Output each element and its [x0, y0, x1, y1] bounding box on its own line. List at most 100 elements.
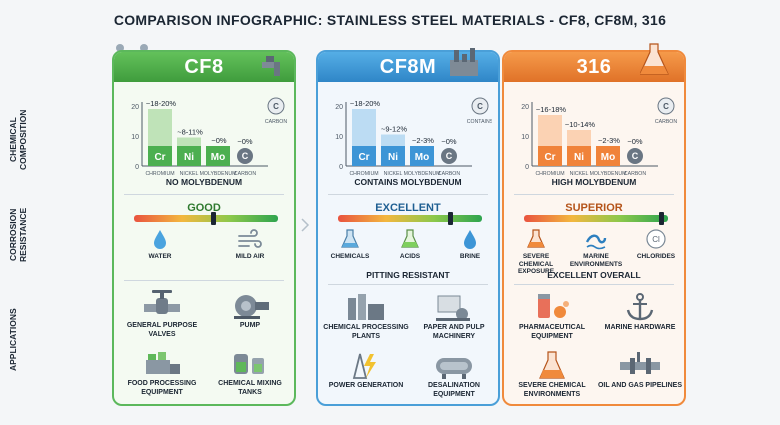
faucet-icon [262, 56, 280, 76]
value-label: ~18-20% [146, 99, 177, 108]
condition-label: CHLORIDES [636, 253, 676, 260]
category-label: NICKEL [384, 171, 403, 177]
condition-label: BRINE [459, 253, 481, 260]
chloride-icon: Cl [646, 229, 666, 249]
y-tick-label: 20 [521, 104, 529, 111]
element-tile-cr [352, 146, 376, 166]
element-tile-cr [148, 146, 172, 166]
category-label: CHROMIUM [535, 171, 564, 177]
material-panel-cf8: CF8 0 10 20 Cr ~18-20% CHROMIUM Ni ~8-11% NICKEL… [112, 50, 296, 406]
resistance-scale [524, 215, 668, 222]
acid-flask-icon [401, 229, 419, 248]
category-label: NICKEL [180, 171, 199, 177]
applications-list: GENERAL PURPOSE VALVES PUMP FOOD PROCESS… [114, 284, 294, 404]
corner-element-icon [657, 97, 675, 115]
composition-chart: 0 10 20 Cr ~18-20% CHROMIUM Ni ~9-12% NICKEL Mo ~2… [335, 97, 492, 177]
carbon-icon [237, 148, 253, 164]
category-label: CHROMIUM [145, 171, 174, 177]
element-tile-ni [567, 146, 591, 166]
row-label-corrosion: CORROSION RESISTANCE [8, 207, 28, 263]
brine-drop-icon [464, 230, 476, 249]
category-label: MOLYBDENUM [200, 171, 237, 177]
pump-icon [234, 295, 269, 319]
paper-machinery-icon [436, 295, 470, 321]
divider [124, 280, 284, 281]
resistance-note: EXCELLENT OVERALL [547, 270, 641, 280]
corner-element-icon [471, 97, 489, 115]
element-symbol: Ni [574, 152, 584, 163]
chemical-plant-icon [348, 294, 384, 320]
material-panel-cf8m: CF8M 0 10 20 Cr ~18-20% CHROMIUM Ni ~9-12% NICKE… [316, 50, 500, 406]
application-item: CHEMICAL PROCESSING PLANTS [322, 292, 410, 341]
y-tick-label: 0 [339, 164, 343, 171]
condition-item: WATER [132, 228, 188, 261]
element-symbol: Ni [184, 152, 194, 163]
category-label: MOLYBDENUM [590, 171, 627, 177]
condition-label: MARINE ENVIRONMENTS [569, 253, 623, 268]
condition-item: BRINE [442, 228, 498, 261]
category-label: MOLYBDENUM [404, 171, 441, 177]
value-label: ~18-20% [350, 99, 381, 108]
category-label: CHROMIUM [349, 171, 378, 177]
divider [124, 194, 284, 195]
condition-label: CHEMICALS [330, 253, 370, 260]
condition-label: MILD AIR [235, 253, 265, 260]
condition-label: WATER [148, 253, 172, 260]
valve-icon [144, 290, 180, 314]
condition-list: CHEMICALS ACIDS BRINE [318, 228, 498, 274]
condition-item: CHEMICALS [322, 228, 378, 261]
condition-label: SEVERE CHEMICAL EXPOSURE [517, 253, 555, 275]
resistance-label: SUPERIOR [565, 202, 623, 214]
composition-note: HIGH MOLYBDENUM [551, 177, 637, 187]
wind-icon [238, 229, 262, 248]
flask-icon [341, 229, 359, 248]
condition-item: MARINE ENVIRONMENTS [568, 228, 624, 268]
element-tile-mo [410, 146, 434, 166]
condition-list: WATER MILD AIR [114, 228, 294, 274]
food-processing-icon [146, 352, 180, 374]
condition-item: Cl CHLORIDES [628, 228, 684, 261]
corner-element-label: CARBON [655, 119, 677, 125]
application-label: FOOD PROCESSING EQUIPMENT [127, 380, 197, 396]
resistance-scale [338, 215, 482, 222]
condition-item: MILD AIR [222, 228, 278, 261]
flask-icon [539, 351, 565, 379]
element-tile-ni [381, 146, 405, 166]
application-item: SEVERE CHEMICAL ENVIRONMENTS [508, 350, 596, 399]
application-item: GENERAL PURPOSE VALVES [118, 290, 206, 339]
element-symbol: Cr [358, 152, 369, 163]
row-label-composition: CHEMICAL COMPOSITION [8, 109, 28, 171]
corner-element-icon [267, 97, 285, 115]
wave-icon [585, 234, 607, 250]
application-item: FOOD PROCESSING EQUIPMENT [118, 348, 206, 397]
carbon-icon [441, 148, 457, 164]
application-item: OIL AND GAS PIPELINES [596, 350, 684, 391]
composition-chart: 0 10 20 Cr ~16-18% CHROMIUM Ni ~10-14% NICKEL Mo ~… [521, 97, 677, 177]
divider [328, 284, 488, 285]
element-tile-cr [538, 146, 562, 166]
desalination-icon [436, 358, 472, 379]
corner-element-symbol: C [273, 102, 279, 111]
resistance-marker [658, 212, 664, 225]
composition-note: CONTAINS MOLYBDENUM [354, 177, 462, 187]
condition-list: SEVERE CHEMICAL EXPOSURE MARINE ENVIRONM… [504, 228, 684, 275]
composition-chart: 0 10 20 Cr ~18-20% CHROMIUM Ni ~8-11% NICKEL Mo ~0… [131, 97, 287, 177]
element-symbol: C [446, 151, 453, 161]
divider [514, 194, 674, 195]
arrow-right-icon [301, 218, 310, 232]
application-item: PAPER AND PULP MACHINERY [410, 292, 498, 341]
application-label: OIL AND GAS PIPELINES [597, 382, 682, 389]
value-label: ~2-3% [412, 136, 434, 145]
application-label: MARINE HARDWARE [604, 324, 676, 331]
element-tile-mo [596, 146, 620, 166]
y-tick-label: 10 [335, 134, 343, 141]
page-title: COMPARISON INFOGRAPHIC: STAINLESS STEEL … [113, 12, 667, 28]
flask-icon [527, 229, 545, 248]
y-tick-label: 10 [521, 134, 529, 141]
corner-element-symbol: C [663, 102, 669, 111]
element-symbol: Ni [388, 152, 398, 163]
application-label: POWER GENERATION [328, 382, 404, 389]
pipeline-icon [620, 352, 660, 374]
corner-element-label: CONTAINS [467, 119, 492, 125]
resistance-marker [211, 212, 217, 225]
